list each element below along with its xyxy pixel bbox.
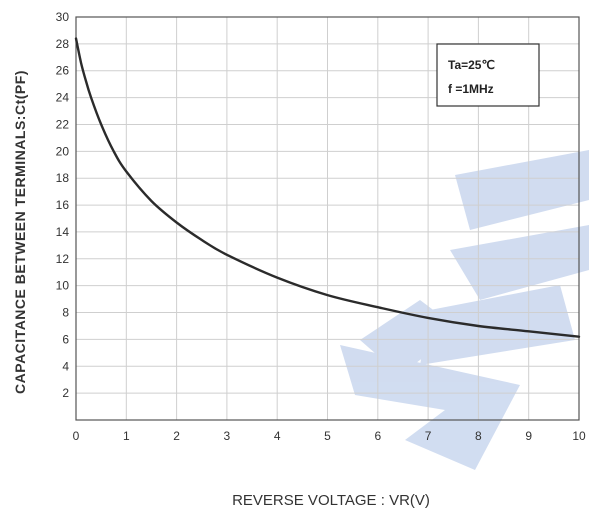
x-tick-label: 6	[374, 429, 381, 443]
y-tick-label: 20	[56, 144, 70, 158]
x-tick-label: 1	[123, 429, 130, 443]
condition-box-frame	[436, 43, 540, 107]
y-tick-label: 18	[56, 171, 70, 185]
watermark-bar-mid	[450, 225, 589, 300]
capacitance-curve	[74, 37, 581, 338]
y-tick-label: 24	[56, 91, 70, 105]
condition-box: Ta=25℃ f =1MHz	[436, 43, 540, 107]
y-tick-label: 14	[56, 225, 70, 239]
plot-frame	[75, 16, 580, 421]
y-tick-label: 12	[56, 252, 70, 266]
y-tick-label: 4	[62, 359, 69, 373]
y-tick-label: 28	[56, 37, 70, 51]
watermark-bar-bottom	[420, 285, 575, 365]
x-tick-label: 8	[475, 429, 482, 443]
x-tick-label: 4	[274, 429, 281, 443]
y-tick-label: 16	[56, 198, 70, 212]
y-tick-label: 22	[56, 117, 70, 131]
x-tick-label: 5	[324, 429, 331, 443]
x-tick-labels: 0 1 2 3 4 5 6 7 8 9 10	[73, 429, 586, 443]
y-tick-label: 8	[62, 306, 69, 320]
watermark-logo	[340, 150, 589, 470]
watermark-chevron	[340, 345, 520, 470]
temperature-label: Ta=25℃	[448, 58, 495, 72]
y-tick-label: 6	[62, 332, 69, 346]
x-tick-label: 3	[224, 429, 231, 443]
y-tick-label: 26	[56, 64, 70, 78]
watermark-bar-top	[455, 150, 589, 230]
y-tick-label: 2	[62, 386, 69, 400]
frequency-label: f =1MHz	[448, 82, 494, 96]
x-axis-title: REVERSE VOLTAGE : VR(V)	[232, 492, 430, 509]
y-tick-label: 10	[56, 279, 70, 293]
x-tick-label: 7	[425, 429, 432, 443]
x-tick-label: 10	[572, 429, 586, 443]
x-tick-label: 9	[525, 429, 532, 443]
x-tick-label: 0	[73, 429, 80, 443]
y-axis-title: CAPACITANCE BETWEEN TERMINALS:Ct(PF)	[12, 70, 28, 394]
y-tick-label: 30	[56, 10, 70, 24]
x-tick-label: 2	[173, 429, 180, 443]
